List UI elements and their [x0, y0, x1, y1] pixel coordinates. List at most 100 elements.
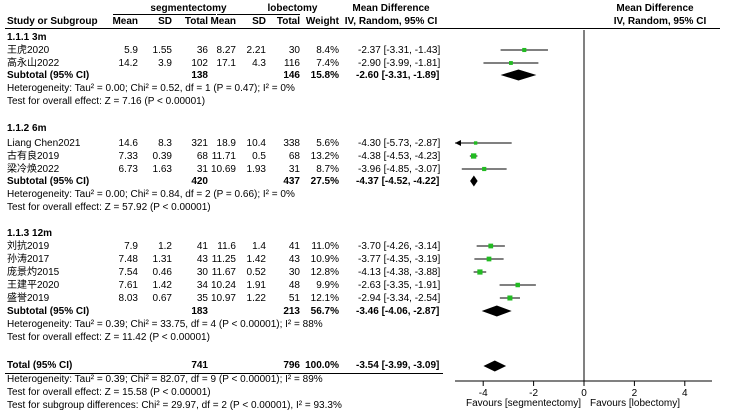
ctl-sd: 1.22 [246, 293, 266, 304]
exp-sd-header: SD [158, 16, 172, 27]
subtotal-ctl-total: 146 [283, 70, 300, 81]
ctl-header-rule [217, 14, 300, 15]
md-method-text: IV, Random, 95% CI [344, 16, 438, 27]
study-name: 庞景灼2015 [7, 267, 60, 278]
ctl-mean: 18.9 [216, 138, 236, 149]
subtotal-ci: -3.46 [-4.06, -2.87] [356, 306, 440, 317]
md-plot-method: IV, Random, 95% CI [613, 16, 707, 27]
ctl-mean-header: Mean [210, 16, 236, 27]
exp-total: 41 [196, 241, 208, 252]
exp-total: 102 [191, 58, 208, 69]
exp-mean: 7.61 [118, 280, 138, 291]
weight: 10.9% [310, 254, 339, 265]
md-plot-title: Mean Difference [616, 3, 694, 14]
md-ci: -2.90 [-3.99, -1.81] [358, 58, 441, 69]
exp-total: 31 [196, 164, 208, 175]
total-ctl-total: 796 [283, 360, 300, 371]
favours-left-label: Favours [segmentectomy] [466, 398, 582, 409]
x-tick-label: 2 [632, 388, 638, 399]
exp-mean: 5.9 [124, 45, 138, 56]
summary-diamond [500, 69, 537, 81]
md-ci: -3.96 [-4.85, -3.07] [358, 164, 441, 175]
md-ci: -2.37 [-3.31, -1.43] [358, 45, 441, 56]
subtotal-label: Subtotal (95% CI) [7, 70, 90, 81]
ctl-sd: 1.42 [246, 254, 266, 265]
exp-mean: 7.48 [118, 254, 138, 265]
study-name: 刘抗2019 [7, 241, 50, 252]
exp-mean: 7.33 [118, 151, 138, 162]
ctl-mean: 10.69 [210, 164, 236, 175]
md-ci: -4.13 [-4.38, -3.88] [358, 267, 441, 278]
total-weight: 100.0% [305, 360, 339, 371]
plot-marks [455, 47, 548, 372]
subtotal-ci: -4.37 [-4.52, -4.22] [356, 176, 440, 187]
ctl-total: 31 [288, 164, 300, 175]
weight: 11.0% [311, 241, 339, 252]
exp-sd: 0.46 [152, 267, 172, 278]
study-square [482, 166, 487, 172]
weight: 13.2% [310, 151, 339, 162]
md-title-text: Mean Difference [352, 3, 430, 14]
summary-diamond [470, 175, 478, 187]
ctl-sd: 2.21 [246, 45, 266, 56]
study-name: 古有良2019 [7, 151, 60, 162]
exp-total: 43 [196, 254, 208, 265]
exp-header-rule [113, 14, 216, 15]
subtotal-exp-total: 183 [191, 306, 208, 317]
exp-mean: 14.2 [118, 58, 138, 69]
exp-sd: 1.2 [158, 241, 172, 252]
total-ci: -3.54 [-3.99, -3.09] [356, 360, 440, 371]
exp-total: 35 [196, 293, 208, 304]
exp-total: 68 [196, 151, 208, 162]
study-name: 盛誉2019 [7, 293, 50, 304]
study-column-header: Study or Subgroup [7, 16, 98, 27]
heterogeneity-text: Heterogeneity: Tau² = 0.00; Chi² = 0.52,… [7, 83, 295, 94]
subgroup-title: 1.1.2 6m [7, 123, 47, 134]
weight: 7.4% [316, 58, 339, 69]
ctl-sd: 1.93 [246, 164, 266, 175]
x-axis-ticks: -4 -2 0 2 4 [479, 381, 688, 399]
exp-sd: 0.67 [152, 293, 172, 304]
ctl-total: 338 [283, 138, 300, 149]
subtotal-weight: 56.7% [310, 306, 339, 317]
exp-sd: 1.42 [152, 280, 172, 291]
ctl-mean: 10.24 [210, 280, 236, 291]
x-tick-label: -4 [479, 388, 488, 399]
exp-sd: 1.31 [152, 254, 172, 265]
ctl-mean: 11.6 [217, 241, 236, 252]
summary-diamond [483, 360, 507, 372]
subgroup-title: 1.1.3 12m [7, 228, 53, 239]
study-name: 王建平2020 [7, 280, 60, 291]
exp-total-header: Total [184, 16, 208, 27]
ctl-sd-header: SD [252, 16, 266, 27]
md-ci: -3.77 [-4.35, -3.19] [358, 254, 441, 265]
exp-mean: 6.73 [118, 164, 138, 175]
ctl-total: 41 [288, 241, 300, 252]
ctl-total: 68 [288, 151, 300, 162]
ctl-mean: 11.71 [211, 151, 236, 162]
subtotal-label: Subtotal (95% CI) [7, 306, 90, 317]
weight: 9.9% [316, 280, 339, 291]
ctl-sd: 1.91 [246, 280, 266, 291]
subtotal-ci: -2.60 [-3.31, -1.89] [356, 70, 440, 81]
experimental-group-header: segmentectomy [150, 3, 227, 14]
heterogeneity-text: Heterogeneity: Tau² = 0.00; Chi² = 0.84,… [7, 189, 295, 200]
ctl-total: 43 [288, 254, 300, 265]
exp-mean: 7.54 [118, 267, 138, 278]
ctl-sd: 1.4 [252, 241, 266, 252]
ctl-sd: 0.52 [246, 267, 266, 278]
md-ci: -4.30 [-5.73, -2.87] [358, 138, 441, 149]
exp-sd: 0.39 [152, 151, 172, 162]
exp-mean: 14.6 [118, 138, 138, 149]
total-overall-effect-text: Test for overall effect: Z = 15.58 (P < … [7, 387, 211, 398]
study-name: 梁冷焕2022 [7, 164, 60, 175]
weight: 8.7% [316, 164, 339, 175]
overall-effect-text: Test for overall effect: Z = 7.16 (P < 0… [7, 96, 206, 107]
table-bottom-rule [5, 373, 443, 374]
study-name: Liang Chen2021 [7, 138, 81, 149]
md-ci: -2.94 [-3.34, -2.54] [358, 293, 441, 304]
ctl-sd: 10.4 [246, 138, 266, 149]
subtotal-ctl-total: 437 [283, 176, 300, 187]
total-exp-total: 741 [191, 360, 208, 371]
ctl-total: 30 [288, 45, 300, 56]
